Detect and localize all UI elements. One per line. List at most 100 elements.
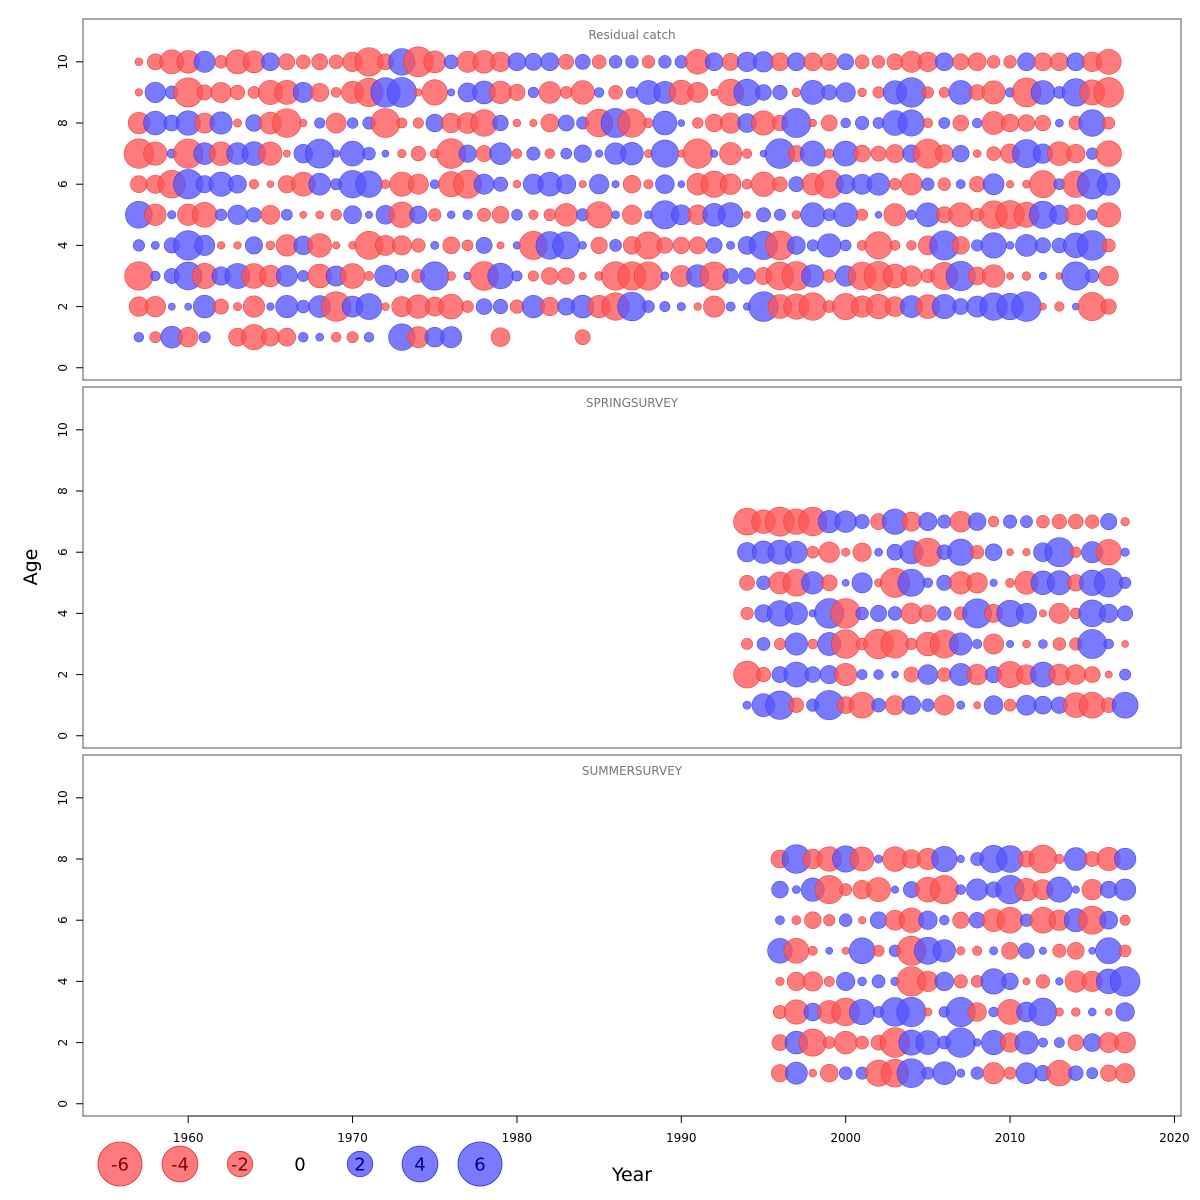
residual-bubble [296, 54, 311, 70]
residual-bubble [1022, 639, 1031, 649]
residual-bubble [818, 541, 840, 563]
residual-bubble [741, 178, 753, 190]
residual-bubble [178, 327, 199, 348]
residual-bubble [755, 84, 772, 101]
residual-bubble [407, 173, 429, 195]
residual-bubble [527, 86, 539, 99]
residual-bubble [784, 601, 808, 625]
y-tick-label: 8 [56, 119, 70, 127]
residual-bubble [719, 173, 742, 195]
residual-bubble [864, 231, 893, 260]
residual-bubble [297, 270, 310, 282]
residual-bubble [1120, 517, 1130, 527]
residual-bubble [856, 669, 868, 680]
residual-bubble [937, 606, 952, 621]
residual-bubble [986, 146, 1001, 161]
residual-bubble [900, 602, 923, 625]
residual-bubble [307, 233, 332, 258]
residual-bubble [1053, 1037, 1065, 1048]
residual-bubble [1001, 941, 1019, 960]
residual-bubble [299, 118, 308, 128]
x-tick-label: 1990 [666, 1131, 697, 1145]
residual-bubble [209, 111, 233, 135]
residual-bubble [314, 117, 326, 129]
residual-bubble [969, 176, 986, 193]
residual-bubble [552, 231, 581, 260]
residual-bubble [210, 81, 232, 103]
residual-bubble [490, 327, 511, 347]
residual-bubble [617, 108, 647, 138]
residual-bubble [953, 974, 968, 989]
residual-bubble [901, 511, 922, 532]
residual-bubble [872, 944, 885, 957]
residual-bubble [880, 629, 910, 659]
residual-bubble [871, 974, 886, 989]
residual-bubble [1051, 514, 1067, 530]
residual-bubble [1006, 548, 1014, 556]
residual-bubble [1078, 109, 1106, 137]
residual-bubble [841, 578, 850, 587]
residual-bubble [625, 55, 639, 69]
residual-bubble [242, 295, 265, 318]
residual-bubble [652, 110, 678, 136]
residual-bubble [921, 1066, 935, 1080]
residual-bubble [233, 241, 242, 250]
residual-bubble [710, 88, 718, 97]
residual-bubble [989, 578, 998, 587]
residual-bubble [490, 51, 511, 72]
residual-bubble [955, 179, 966, 190]
residual-bubble [1115, 1063, 1136, 1084]
residual-bubble [852, 542, 872, 562]
residual-bubble [442, 236, 460, 255]
residual-bubble [853, 144, 871, 163]
residual-bubble [848, 691, 876, 719]
residual-bubble [275, 265, 298, 287]
residual-bubble [227, 204, 248, 225]
residual-bubble [149, 331, 162, 344]
residual-bubble [1104, 670, 1113, 679]
residual-bubble [1028, 997, 1058, 1027]
residual-bubble [244, 236, 263, 255]
residual-bubble [511, 209, 523, 221]
residual-bubble [952, 53, 970, 71]
residual-bubble [857, 87, 867, 98]
residual-bubble [492, 114, 509, 132]
residual-bubble [213, 298, 229, 315]
residual-bubble [554, 203, 578, 227]
residual-bubble [540, 297, 560, 317]
residual-bubble [1055, 977, 1064, 986]
residual-bubble [526, 146, 541, 161]
residual-bubble [839, 239, 852, 252]
residual-bubble [1003, 514, 1018, 529]
residual-bubble [608, 55, 623, 69]
residual-bubble [858, 916, 867, 925]
residual-bubble [989, 946, 999, 956]
residual-bubble [1005, 577, 1015, 588]
residual-bubble [705, 237, 723, 254]
residual-bubble [410, 146, 426, 162]
residual-bubble [952, 911, 970, 929]
residual-bubble [475, 236, 493, 254]
residual-bubble [785, 1061, 808, 1085]
legend-label: -4 [171, 1154, 189, 1175]
residual-bubble [1066, 52, 1086, 72]
residual-bubble [900, 265, 922, 287]
residual-bubble [956, 700, 966, 710]
residual-bubble [841, 946, 850, 955]
residual-bubble [1068, 513, 1084, 530]
residual-bubble [798, 292, 827, 321]
residual-bubble [330, 331, 342, 343]
x-tick-label: 2010 [995, 1131, 1026, 1145]
residual-bubble [849, 846, 875, 872]
residual-bubble [1006, 180, 1015, 189]
x-tick-label: 1970 [337, 1131, 368, 1145]
residual-bubble [477, 207, 491, 222]
residual-bubble [970, 545, 985, 560]
residual-bubble [381, 302, 390, 311]
residual-bubble [1033, 52, 1053, 72]
residual-bubble [952, 114, 969, 132]
residual-bubble [1119, 668, 1131, 681]
residual-bubble [804, 911, 822, 929]
residual-bubble [677, 119, 686, 127]
residual-bubble [396, 117, 408, 129]
